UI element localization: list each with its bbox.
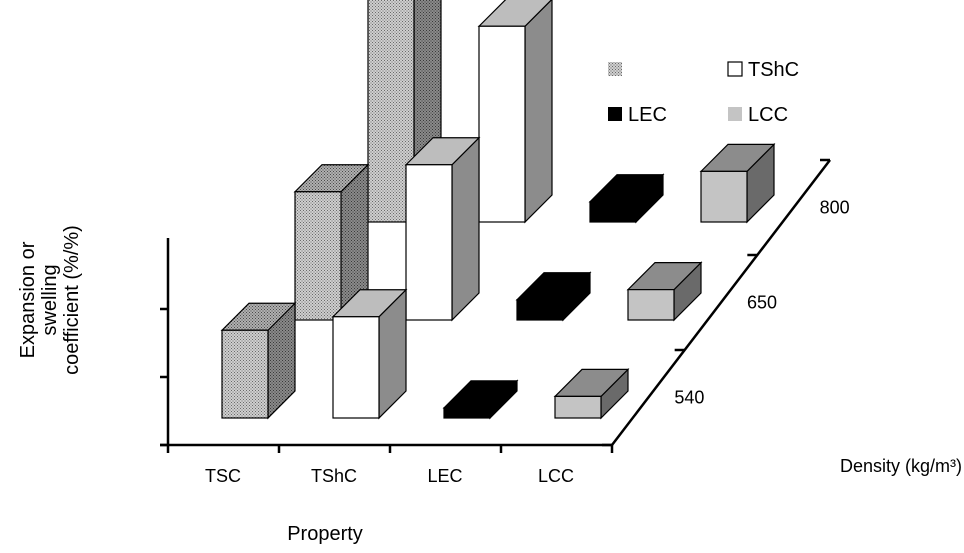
bar-side [451,136,480,322]
x-ticks [166,445,614,453]
bar-front [627,289,675,321]
legend-item-lcc: LCC [728,104,788,126]
legend-label: LCC [748,104,788,126]
bar-tshc-540 [331,288,408,420]
bar-front [221,329,269,419]
x-tick-label: TSC [205,466,241,486]
legend-swatch [727,61,743,77]
bars [220,0,776,420]
bar-front [589,201,637,223]
z-tick-label: 800 [820,198,850,218]
legend-item-lec: LEC [608,104,667,126]
bar-tshc-800 [477,0,553,224]
z-tick-labels: 540 650 800 [674,198,849,408]
y-ticks [160,307,168,447]
y-axis-title-line-3: coefficient (%/%) [61,225,83,375]
bar-lec-800 [588,173,665,224]
bar-lcc-540 [553,367,630,420]
z-axis-title: Density (kg/m³) [840,456,962,476]
axes [160,158,831,453]
bar-front [443,407,491,419]
legend-swatch [728,107,742,121]
x-axis-title: Property [287,523,363,545]
bar-front [554,395,602,419]
x-tick-label: LEC [427,466,462,486]
bar-lcc-650 [626,261,703,322]
legend-label: LEC [628,104,667,126]
bar-front [700,170,748,223]
x-tick-label: LCC [538,466,574,486]
bar-side [524,0,553,224]
z-tick-label: 540 [674,388,704,408]
bar-lcc-800 [699,142,776,224]
bar-tshc-650 [404,136,481,322]
legend-item-tsc [608,62,622,76]
bar-lec-540 [442,379,519,420]
y-axis-title-line-1: Expansion or [17,241,39,358]
bar-front [405,164,453,321]
z-axis-line [611,159,831,446]
legend-swatch [608,107,622,121]
bar-lec-650 [515,271,592,322]
y-axis-title: Expansion or swelling coefficient (%/%) [17,225,83,375]
bar-tsc-650 [293,163,370,322]
legend-item-tshc: TShC [727,59,799,81]
bar-front [294,191,342,321]
bar-front [478,25,526,223]
legend-swatch [608,62,622,76]
bar-front [332,316,380,419]
z-tick-label: 650 [747,293,777,313]
legend: TShC LEC LCC [608,59,799,126]
legend-label: TShC [748,59,799,81]
y-axis-title-line-2: swelling [39,264,61,335]
bar-tsc-540 [220,301,297,420]
bar-front [516,299,564,321]
x-tick-labels: TSC TShC LEC LCC [205,466,574,486]
x-tick-label: TShC [311,466,357,486]
z-ticks [602,158,830,447]
